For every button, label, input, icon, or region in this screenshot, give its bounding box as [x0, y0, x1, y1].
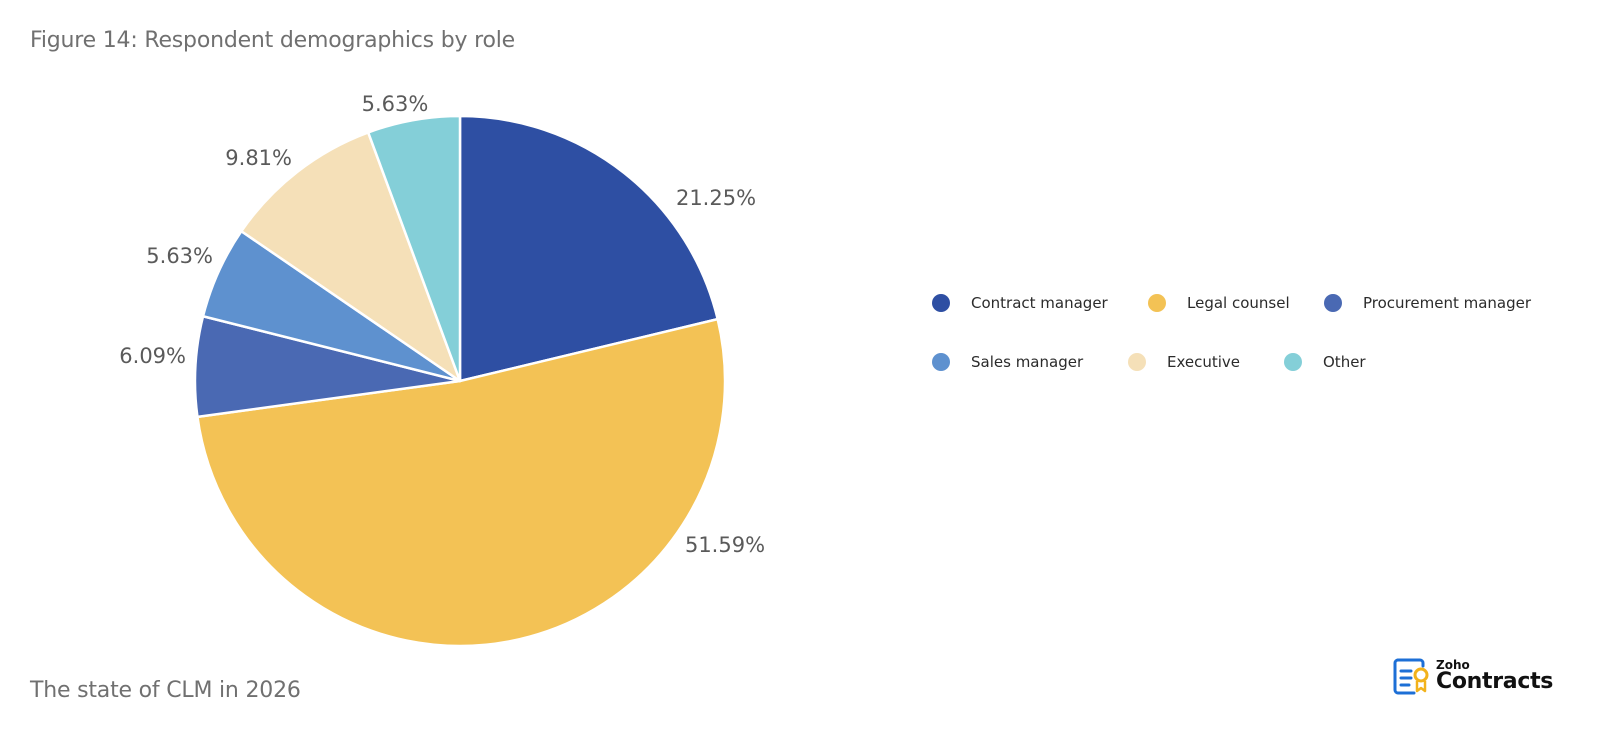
legend-item-procurement-manager: Procurement manager [1324, 294, 1531, 312]
legend-item-legal-counsel: Legal counsel [1148, 294, 1324, 312]
legend-item-sales-manager: Sales manager [932, 353, 1128, 371]
chart-title: Figure 14: Respondent demographics by ro… [30, 28, 515, 53]
legend-label: Other [1323, 353, 1366, 371]
pie-slice-other [366, 114, 462, 383]
legend-item-executive: Executive [1128, 353, 1284, 371]
legend-dot-icon [932, 353, 950, 371]
pie-slice-executive [240, 131, 462, 383]
chart-legend: Contract manager Legal counsel Procureme… [932, 290, 1572, 408]
report-footer: The state of CLM in 2026 [30, 678, 301, 703]
legend-label: Sales manager [971, 353, 1084, 371]
zoho-contracts-logo: Zoho Contracts [1392, 656, 1553, 696]
legend-item-other: Other [1284, 353, 1366, 371]
legend-item-contract-manager: Contract manager [932, 294, 1148, 312]
legend-label: Procurement manager [1363, 294, 1532, 312]
slice-value-label: 51.59% [685, 533, 765, 557]
legend-dot-icon [1324, 294, 1342, 312]
slice-value-label: 5.63% [146, 244, 213, 268]
legend-dot-icon [1148, 294, 1166, 312]
slice-value-label: 9.81% [225, 146, 292, 170]
slice-value-label: 21.25% [676, 186, 756, 210]
slice-value-label: 5.63% [362, 92, 429, 116]
legend-dot-icon [1128, 353, 1146, 371]
legend-dot-icon [932, 294, 950, 312]
slice-value-label: 6.09% [119, 344, 186, 368]
legend-label: Contract manager [971, 294, 1108, 312]
pie-chart: 21.25% 51.59% 6.09% 5.63% 9.81% 5.63% [119, 92, 765, 648]
legend-label: Executive [1167, 353, 1241, 371]
legend-label: Legal counsel [1187, 294, 1290, 312]
legend-row: Contract manager Legal counsel Procureme… [932, 290, 1572, 316]
pie-slice-legal-counsel [196, 317, 727, 648]
logo-brand-small: Zoho [1436, 658, 1470, 672]
pie-slice-contract-manager [458, 114, 719, 383]
legend-row: Sales manager Executive Other [932, 349, 1572, 375]
logo-brand-large: Contracts [1436, 669, 1554, 694]
contract-document-icon [1393, 658, 1429, 695]
legend-dot-icon [1284, 353, 1302, 371]
